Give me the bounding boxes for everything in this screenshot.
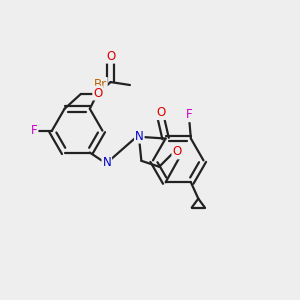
Text: N: N: [102, 157, 111, 169]
Text: N: N: [135, 130, 144, 142]
Text: F: F: [186, 108, 193, 121]
Text: O: O: [156, 106, 165, 119]
Text: F: F: [31, 124, 38, 137]
Text: O: O: [172, 146, 182, 158]
Text: O: O: [93, 86, 103, 100]
Text: O: O: [106, 50, 116, 63]
Text: Br: Br: [94, 78, 107, 91]
